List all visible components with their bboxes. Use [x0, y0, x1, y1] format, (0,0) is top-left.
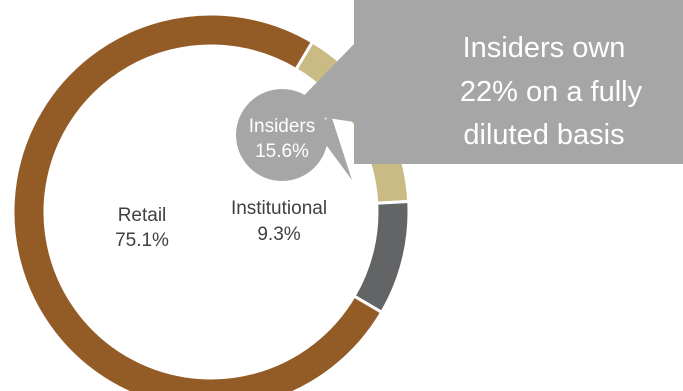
annotation-callout — [288, 0, 683, 164]
slice-institutional — [352, 199, 411, 315]
slice-retail — [11, 12, 384, 391]
slice-label-institutional-name: Institutional — [231, 198, 327, 219]
annotation-line-3: diluted basis — [463, 119, 624, 151]
slice-label-insiders-name: Insiders — [249, 116, 316, 137]
slice-label-insiders-value: 15.6% — [255, 141, 309, 162]
slice-label-retail-value: 75.1% — [115, 230, 169, 251]
slice-label-institutional-value: 9.3% — [257, 224, 300, 245]
annotation-line-1: Insiders own — [463, 32, 626, 64]
insider-bubble — [236, 89, 328, 181]
slice-label-retail-name: Retail — [118, 205, 167, 226]
annotation-line-2: 22% on a fully — [460, 76, 643, 108]
